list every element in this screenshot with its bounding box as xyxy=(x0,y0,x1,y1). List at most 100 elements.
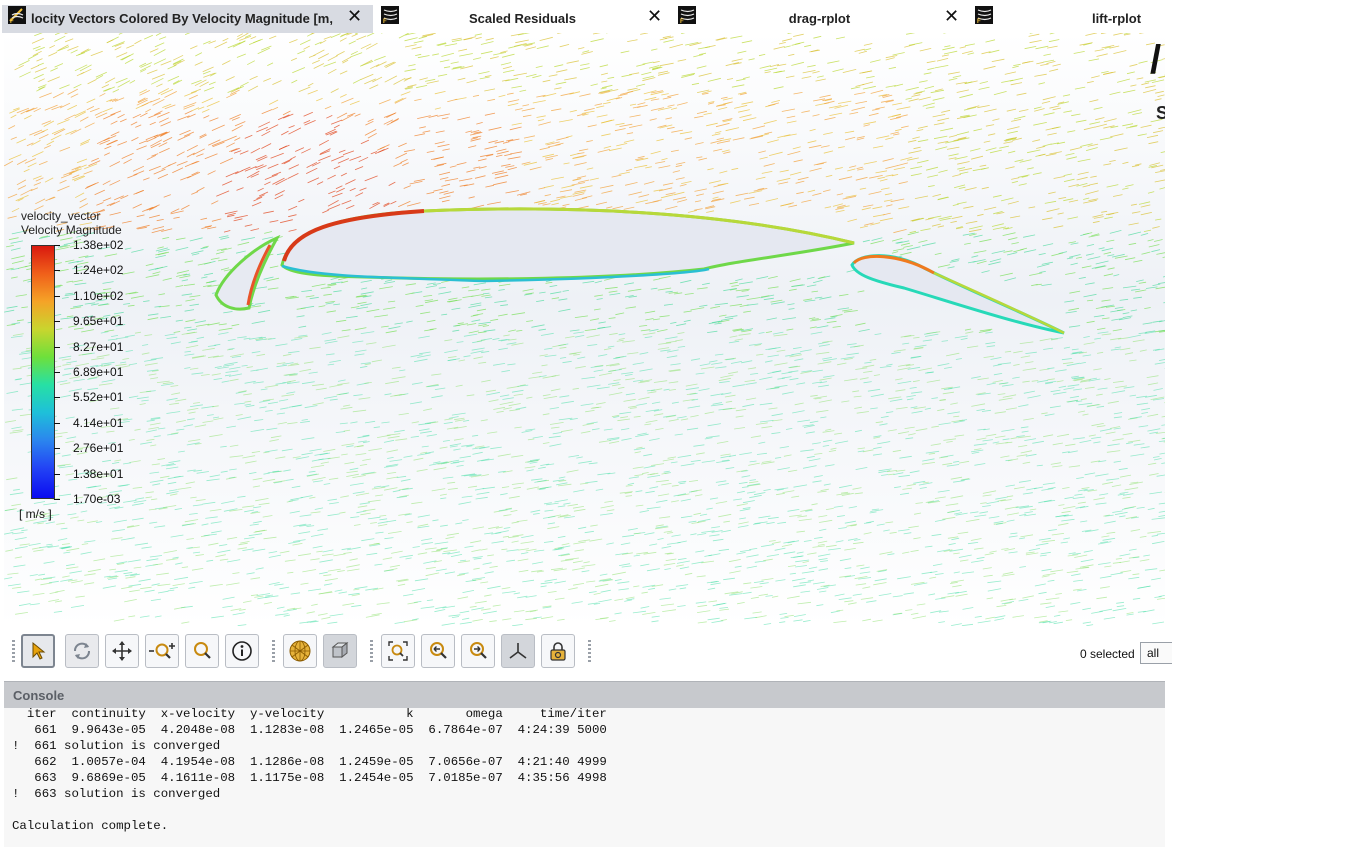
velocity-vector-arrow xyxy=(1056,141,1066,145)
velocity-vector-arrow xyxy=(752,125,766,130)
velocity-vector-arrow xyxy=(1082,413,1089,416)
velocity-vector-arrow xyxy=(791,42,801,46)
velocity-vector-arrow xyxy=(961,571,975,574)
velocity-vector-arrow xyxy=(122,220,132,224)
tab-velocity-vectors[interactable]: F locity Vectors Colored By Velocity Mag… xyxy=(2,5,373,33)
tab-lift-rplot[interactable]: F lift-rplot xyxy=(969,5,1165,33)
velocity-vector-arrow xyxy=(856,564,865,567)
velocity-vector-arrow xyxy=(756,276,769,280)
velocity-vector-arrow xyxy=(857,450,865,453)
velocity-vector-arrow xyxy=(192,504,203,507)
velocity-vector-arrow xyxy=(531,324,545,328)
console-output[interactable]: iter continuity x-velocity y-velocity k … xyxy=(4,707,1165,847)
lock-view-button[interactable] xyxy=(541,634,575,668)
velocity-vector-arrow xyxy=(937,363,950,367)
velocity-vector-arrow xyxy=(16,107,29,114)
tab-scaled-residuals[interactable]: F Scaled Residuals ✕ xyxy=(375,5,670,33)
velocity-vector-arrow xyxy=(805,431,815,434)
velocity-vector-arrow xyxy=(127,173,138,179)
pointer-button[interactable] xyxy=(21,634,55,668)
velocity-vector-arrow xyxy=(146,369,159,372)
velocity-vector-arrow xyxy=(748,481,759,484)
velocity-vector-arrow xyxy=(336,112,348,119)
zoom-previous-button[interactable] xyxy=(421,634,455,668)
velocity-vector-arrow xyxy=(148,373,157,376)
velocity-vector-arrow xyxy=(904,426,915,429)
velocity-vector-arrow xyxy=(733,498,742,501)
velocity-vector-arrow xyxy=(878,593,892,596)
velocity-vector-arrow xyxy=(993,211,1003,215)
toolbar-grip[interactable] xyxy=(370,640,373,664)
velocity-vector-arrow xyxy=(32,175,42,180)
velocity-vector-arrow xyxy=(117,365,131,369)
zoom-next-button[interactable] xyxy=(461,634,495,668)
velocity-vector-arrow xyxy=(764,67,778,72)
velocity-vector-arrow xyxy=(973,234,983,238)
velocity-vector-arrow xyxy=(878,94,888,97)
velocity-vector-arrow xyxy=(962,50,973,54)
velocity-vector-arrow xyxy=(882,158,894,162)
velocity-vector-arrow xyxy=(885,165,898,169)
velocity-vector-arrow xyxy=(341,280,349,284)
velocity-vector-arrow xyxy=(847,168,856,172)
velocity-vector-arrow xyxy=(516,330,523,332)
velocity-vector-arrow xyxy=(1083,336,1090,338)
toolbar-grip[interactable] xyxy=(12,640,15,664)
graphics-viewport[interactable]: velocity_vector Velocity Magnitude 1.38e… xyxy=(4,33,1165,626)
tab-drag-rplot[interactable]: F drag-rplot ✕ xyxy=(672,5,967,33)
velocity-vector-arrow xyxy=(188,439,201,442)
zoom-in-out-button[interactable] xyxy=(145,634,179,668)
velocity-vector-arrow xyxy=(486,154,494,157)
velocity-vector-arrow xyxy=(95,299,107,302)
velocity-vector-arrow xyxy=(983,428,990,431)
zoom-box-button[interactable] xyxy=(185,634,219,668)
velocity-vector-arrow xyxy=(67,579,78,582)
velocity-vector-arrow xyxy=(442,552,451,555)
velocity-vector-arrow xyxy=(782,490,795,493)
velocity-vector-arrow xyxy=(237,241,250,246)
velocity-vector-arrow xyxy=(838,597,852,600)
velocity-vector-arrow xyxy=(80,551,92,555)
velocity-vector-arrow xyxy=(1122,123,1134,127)
console-panel-header[interactable]: Console xyxy=(4,681,1165,708)
toolbar-grip[interactable] xyxy=(588,640,591,664)
mesh-display-button[interactable] xyxy=(283,634,317,668)
velocity-vector-arrow xyxy=(868,191,882,195)
velocity-vector-arrow xyxy=(67,104,78,111)
close-tab-icon[interactable]: ✕ xyxy=(347,6,363,26)
probe-info-button[interactable] xyxy=(225,634,259,668)
velocity-vector-arrow xyxy=(474,445,485,448)
velocity-vector-arrow xyxy=(1034,615,1047,619)
close-tab-icon[interactable]: ✕ xyxy=(944,6,960,26)
pan-button[interactable] xyxy=(105,634,139,668)
close-tab-icon[interactable]: ✕ xyxy=(647,6,663,26)
rotate-button[interactable] xyxy=(65,634,99,668)
view-cube-button[interactable] xyxy=(323,634,357,668)
velocity-vector-arrow xyxy=(495,154,503,157)
velocity-vector-arrow xyxy=(339,37,347,42)
selection-filter-dropdown[interactable]: all xyxy=(1140,642,1172,664)
toolbar-grip[interactable] xyxy=(272,640,275,664)
velocity-vector-arrow xyxy=(759,582,769,585)
velocity-vector-arrow xyxy=(967,345,979,349)
velocity-vector-arrow xyxy=(434,141,445,145)
velocity-vector-arrow xyxy=(542,413,550,416)
velocity-vector-arrow xyxy=(669,369,681,372)
velocity-vector-arrow xyxy=(149,479,164,483)
velocity-vector-arrow xyxy=(603,145,612,149)
velocity-vector-arrow xyxy=(440,497,447,500)
velocity-vector-arrow xyxy=(676,560,690,564)
velocity-vector-arrow xyxy=(314,507,324,510)
velocity-vector-arrow xyxy=(819,528,827,531)
fit-to-window-button[interactable] xyxy=(381,634,415,668)
velocity-vector-arrow xyxy=(768,102,780,107)
axes-button[interactable] xyxy=(501,634,535,668)
velocity-vector-arrow xyxy=(319,559,333,563)
velocity-vector-arrow xyxy=(871,237,883,241)
velocity-vector-arrow xyxy=(234,215,248,219)
velocity-vector-arrow xyxy=(471,607,484,611)
velocity-vector-arrow xyxy=(511,540,519,543)
velocity-vector-arrow xyxy=(77,519,85,522)
velocity-vector-arrow xyxy=(374,314,388,318)
velocity-vector-arrow xyxy=(70,605,85,608)
